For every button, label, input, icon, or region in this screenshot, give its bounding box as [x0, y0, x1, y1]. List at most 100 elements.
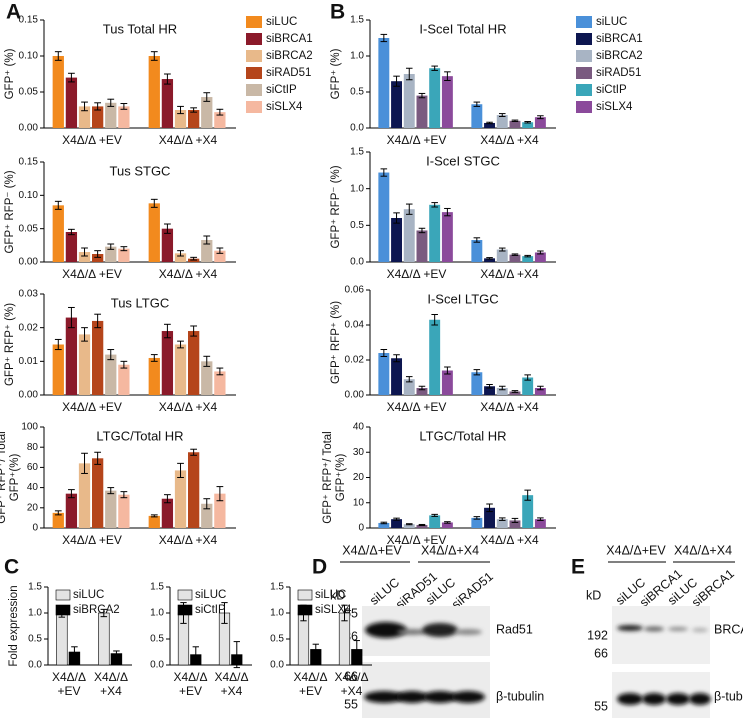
bar [174, 110, 187, 128]
bar [496, 115, 508, 128]
legend-label: siCtIP [195, 604, 226, 616]
bar [509, 520, 521, 528]
error-bar [511, 253, 519, 256]
bar [148, 357, 160, 395]
x-tick-label: X4Δ/Δ +X4 [480, 533, 539, 547]
error-bar [94, 313, 102, 329]
bar-chart: 0.00 0.02 0.04 0.06 I-SceI LTGC GFP⁺ RFP⁺ (%)… [330, 285, 556, 414]
y-axis-label: GFP⁺ (%) [4, 48, 16, 99]
error-bar [177, 250, 184, 257]
y-tick-label: 20 [353, 472, 365, 483]
y-axis-label: GFP⁺ RFP⁻ (%) [4, 170, 16, 253]
bar [174, 344, 187, 395]
x-tick-label: X4Δ/Δ +EV [62, 400, 122, 414]
error-bar [164, 73, 171, 85]
y-tick-label: 0.10 [19, 190, 39, 201]
error-bar [190, 448, 198, 456]
bar [416, 388, 428, 395]
bar [105, 354, 117, 395]
error-bar [107, 243, 115, 250]
x-tick-label: X4Δ/Δ +EV [387, 133, 447, 147]
legend-label: siBRCA1 [266, 33, 313, 45]
legend-label: siBRCA2 [266, 50, 313, 62]
x-tick-label: X4Δ/Δ +EV [62, 533, 122, 547]
y-tick-label: 0.10 [19, 51, 39, 62]
band [397, 629, 427, 635]
error-bar [54, 51, 62, 61]
x-tick-label: X4Δ/Δ +EV [62, 267, 122, 281]
bar [496, 519, 508, 528]
legend-label: siLUC [315, 589, 346, 601]
y-tick-label: 60 [27, 462, 39, 473]
bar [78, 252, 91, 262]
y-tick-label: 1.0 [150, 608, 164, 619]
error-bar [150, 198, 158, 208]
error-bar [107, 349, 115, 361]
y-tick-label: 0.0 [270, 660, 284, 671]
bar [429, 68, 441, 128]
error-bar [150, 51, 158, 61]
error-bar [150, 354, 158, 362]
bar [174, 470, 187, 528]
blot-e: X4Δ/Δ+EV X4Δ/Δ+X4 siLUC siBRCA1 siLUC si… [586, 543, 743, 718]
error-bar [190, 325, 198, 337]
legend-label: siLUC [266, 16, 297, 28]
error-bar [405, 376, 413, 383]
error-bar [393, 517, 400, 521]
bar [201, 97, 213, 128]
error-bar [498, 247, 506, 252]
y-axis-label: GFP⁺(%) [335, 454, 347, 502]
bar [78, 106, 91, 128]
chart-title: Tus LTGC [111, 295, 170, 310]
chart-title: I-SceI Total HR [419, 21, 506, 36]
y-tick-label: 0.0 [350, 257, 364, 268]
error-bar [431, 65, 438, 71]
error-bar [444, 71, 451, 81]
y-tick-label: 0 [32, 523, 38, 534]
legend-label: siRAD51 [596, 67, 641, 79]
y-tick-label: 0.0 [28, 660, 42, 671]
band [689, 693, 711, 705]
error-bar [54, 200, 62, 210]
legend-label: siBRCA2 [596, 50, 643, 62]
error-bar [353, 640, 360, 659]
bar-chart: 0.0 0.5 1.0 1.5 Fold expression X4Δ/Δ +EV X4Δ/Δ… [8, 582, 132, 698]
legend-swatch [177, 604, 193, 616]
error-bar [68, 72, 75, 83]
legend-label: siLUC [73, 589, 104, 601]
y-tick-label: 0.00 [19, 123, 39, 134]
bar [441, 76, 453, 128]
x-tick-label: X4Δ/Δ +EV [387, 533, 447, 547]
bar-chart: 0.0 0.5 1.0 1.5 I-SceI Total HR GFP⁺ (%) X4Δ/Δ… [330, 15, 643, 148]
x-tick-label: X4Δ/Δ +EV [62, 133, 122, 147]
lane-label: siRAD51 [449, 569, 496, 611]
y-tick-label: 0.15 [19, 15, 39, 26]
y-tick-label: 0.06 [345, 285, 365, 296]
blot-membrane [612, 606, 710, 664]
bar [496, 249, 508, 262]
band [423, 691, 457, 703]
bar [484, 507, 496, 528]
legend-label: siSLX4 [266, 101, 303, 113]
x-tick-label: X4Δ/Δ +X4 [480, 133, 539, 147]
error-bar [177, 340, 184, 349]
legend-label: siRAD51 [266, 67, 311, 79]
y-tick-label: 1.0 [350, 51, 364, 62]
bar [429, 319, 441, 395]
bar [534, 117, 546, 128]
band-label: β-tubulin [714, 689, 743, 703]
error-bar [177, 462, 184, 478]
error-bar [431, 202, 438, 208]
y-tick-label: 0.5 [270, 634, 284, 645]
bar [65, 77, 78, 128]
bar-chart: 0.0 0.5 1.0 1.5 I-SceI STGC GFP⁺ RFP⁻ (%) X4Δ/… [330, 147, 556, 281]
error-bar [120, 246, 128, 252]
error-bar [150, 514, 158, 518]
error-bar [524, 254, 531, 258]
y-axis-label: Fold expression [8, 585, 20, 666]
y-tick-label: 0.5 [350, 220, 364, 231]
bar [201, 240, 213, 262]
error-bar [81, 327, 88, 342]
bar-chart: 0.00 0.01 0.02 0.03 Tus LTGC GFP⁺ RFP⁺ (%) X4Δ… [4, 289, 236, 414]
bar [214, 112, 226, 128]
